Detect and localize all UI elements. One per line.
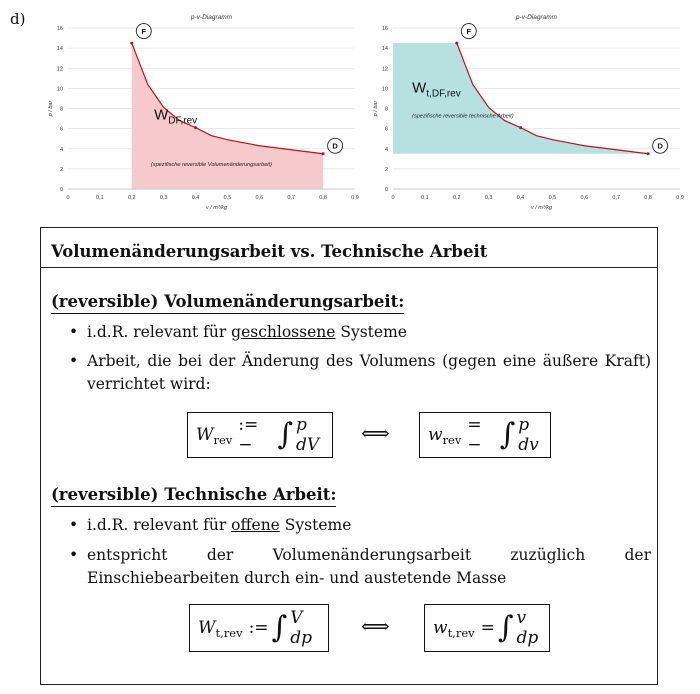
x-axis-label: v / m³/kg: [531, 205, 553, 211]
x-tick-label: 0,6: [581, 195, 589, 201]
y-tick-label: 2: [385, 167, 388, 173]
x-tick-label: 0,7: [287, 195, 295, 201]
chart-title: p-v-Diagramm: [190, 14, 233, 21]
pv-chart-volume-work: p-v-Diagramm 0 2 4 6 8 10 12 14 16 0 0,1 0,2 0,3 0,4 0,…: [48, 14, 359, 211]
list-item: entspricht der Volumenänderungsarbeit zu…: [69, 544, 651, 590]
y-tick-label: 4: [385, 147, 388, 153]
list-item: Arbeit, die bei der Änderung des Volumen…: [69, 350, 651, 396]
x-tick-label: 0,1: [421, 195, 429, 201]
y-tick-label: 14: [382, 46, 388, 52]
data-point: [321, 152, 325, 156]
work-symbol: WDF,rev: [154, 107, 197, 127]
x-tick-label: 0,5: [224, 195, 232, 201]
y-tick-label: 12: [57, 66, 63, 72]
figure-label: d): [10, 10, 26, 28]
data-point: [455, 41, 459, 45]
state-point-label: D: [332, 142, 338, 151]
y-tick-label: 12: [382, 66, 388, 72]
section-title-technical-work: (reversible) Technische Arbeit:: [51, 485, 337, 507]
x-tick-label: 0,7: [612, 195, 620, 201]
y-tick-label: 0: [385, 187, 388, 193]
y-tick-label: 16: [57, 26, 63, 32]
chart-title: p-v-Diagramm: [515, 14, 558, 21]
y-axis-label: p / bar: [373, 100, 379, 118]
state-point-label: D: [657, 142, 663, 151]
x-axis-label: v / m³/kg: [206, 205, 228, 211]
box-title: Volumenänderungsarbeit vs. Technische Ar…: [41, 228, 657, 268]
x-tick-label: 0,4: [517, 195, 525, 201]
x-tick-label: 0,1: [96, 195, 104, 201]
y-tick-label: 16: [382, 26, 388, 32]
y-tick-label: 6: [385, 127, 388, 133]
state-point-marker: [652, 137, 669, 154]
x-tick-label: 0,8: [644, 195, 652, 201]
y-tick-label: 8: [60, 107, 63, 113]
x-tick-label: 0,5: [549, 195, 557, 201]
formula-volume-work-specific: w rev = − ∫ p dv: [419, 412, 551, 458]
x-tick-label: 0,4: [192, 195, 200, 201]
state-point-marker: [135, 23, 152, 40]
section-title-volume-work: (reversible) Volumenänderungsarbeit:: [51, 292, 405, 314]
work-symbol: Wt,DF,rev: [412, 79, 461, 99]
state-point-label: F: [141, 27, 146, 36]
state-point-marker: [327, 137, 344, 154]
y-tick-label: 14: [57, 46, 63, 52]
x-tick-label: 0,9: [351, 195, 359, 201]
x-tick-label: 0,8: [319, 195, 327, 201]
pv-chart-technical-work: p-v-Diagramm 0 2 4 6 8 10 12 14 16 0 0,1 0,2 0,3 0,4 0,…: [373, 14, 684, 211]
x-tick-label: 0,2: [453, 195, 461, 201]
x-tick-label: 0,6: [256, 195, 264, 201]
data-point: [130, 41, 134, 45]
work-area-fill: [131, 43, 324, 189]
x-tick-label: 0,3: [485, 195, 493, 201]
y-tick-label: 0: [60, 187, 63, 193]
data-point: [194, 126, 198, 130]
x-tick-label: 0,9: [676, 195, 684, 201]
formula-technical-work-specific: w t,rev = ∫ v dp: [424, 604, 550, 652]
x-tick-label: 0: [66, 195, 69, 201]
y-tick-label: 6: [60, 127, 63, 133]
y-tick-label: 4: [60, 147, 63, 153]
state-point-label: F: [466, 27, 471, 36]
comparison-box: Volumenänderungsarbeit vs. Technische Ar…: [40, 227, 658, 685]
x-tick-label: 0,3: [160, 195, 168, 201]
state-point-marker: [460, 23, 477, 40]
work-description: (spezifische reversible technische Arbei…: [412, 114, 514, 120]
work-area-fill: [393, 43, 649, 154]
x-tick-label: 0,2: [128, 195, 136, 201]
y-tick-label: 10: [382, 86, 388, 92]
data-point: [646, 152, 650, 156]
equivalence-symbol: ⟺: [361, 614, 390, 638]
y-tick-label: 8: [385, 107, 388, 113]
y-tick-label: 2: [60, 167, 63, 173]
list-item: i.d.R. relevant für geschlossene Systeme: [69, 321, 651, 344]
x-tick-label: 0: [391, 195, 394, 201]
y-tick-label: 10: [57, 86, 63, 92]
y-axis-label: p / bar: [48, 100, 54, 118]
work-description: (spezifische reversible Volumenänderungs…: [151, 162, 272, 168]
list-item: i.d.R. relevant für offene Systeme: [69, 514, 651, 537]
data-point: [519, 126, 523, 130]
equivalence-symbol: ⟺: [361, 421, 390, 445]
